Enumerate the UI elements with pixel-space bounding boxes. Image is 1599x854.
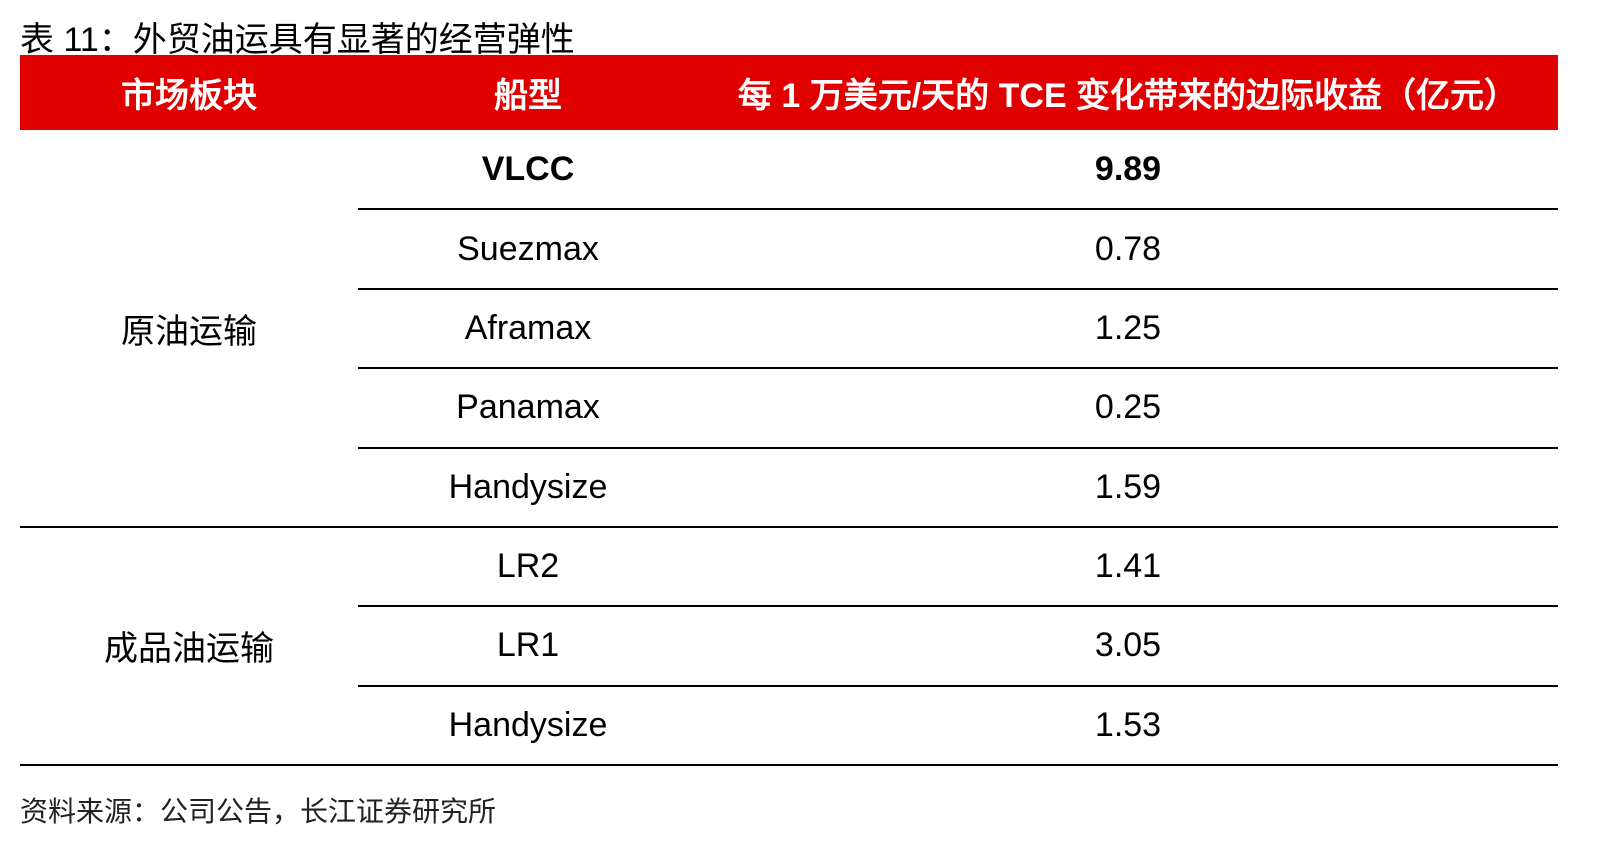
ship-type-cell: Aframax (464, 308, 592, 347)
source-note: 资料来源：公司公告，长江证券研究所 (20, 796, 497, 827)
value-cell: 1.59 (1094, 467, 1162, 506)
group-divider (20, 525, 1558, 528)
row-divider (358, 367, 1558, 370)
row-divider (358, 605, 1558, 608)
value-cell: 1.25 (1094, 308, 1162, 347)
row-divider (358, 446, 1558, 449)
value-cell: 0.78 (1094, 229, 1162, 268)
row-divider (358, 684, 1558, 687)
table-title: 表 11：外贸油运具有显著的经营弹性 (20, 21, 575, 59)
market-cell: 原油运输 (121, 312, 257, 351)
ship-type-cell: Handysize (448, 705, 608, 744)
market-cell: 成品油运输 (104, 630, 274, 669)
value-cell: 3.05 (1094, 626, 1162, 665)
ship-type-cell: Suezmax (457, 229, 599, 268)
value-cell: 1.41 (1094, 547, 1162, 586)
ship-type-cell: LR1 (496, 626, 560, 665)
row-divider (358, 208, 1558, 211)
header-cell: 船型 (494, 77, 562, 115)
value-cell: 9.89 (1094, 150, 1162, 189)
ship-type-cell: LR2 (496, 547, 560, 586)
value-cell: 1.53 (1094, 705, 1162, 744)
header-cell: 每 1 万美元/天的 TCE 变化带来的边际收益（亿元） (737, 77, 1519, 115)
row-divider (358, 287, 1558, 290)
group-divider (20, 764, 1558, 766)
header-cell: 市场板块 (121, 77, 257, 115)
value-cell: 0.25 (1094, 388, 1162, 427)
header-bar (20, 55, 1558, 130)
ship-type-cell: Panamax (456, 388, 600, 427)
ship-type-cell: Handysize (448, 467, 608, 506)
ship-type-cell: VLCC (481, 150, 575, 189)
